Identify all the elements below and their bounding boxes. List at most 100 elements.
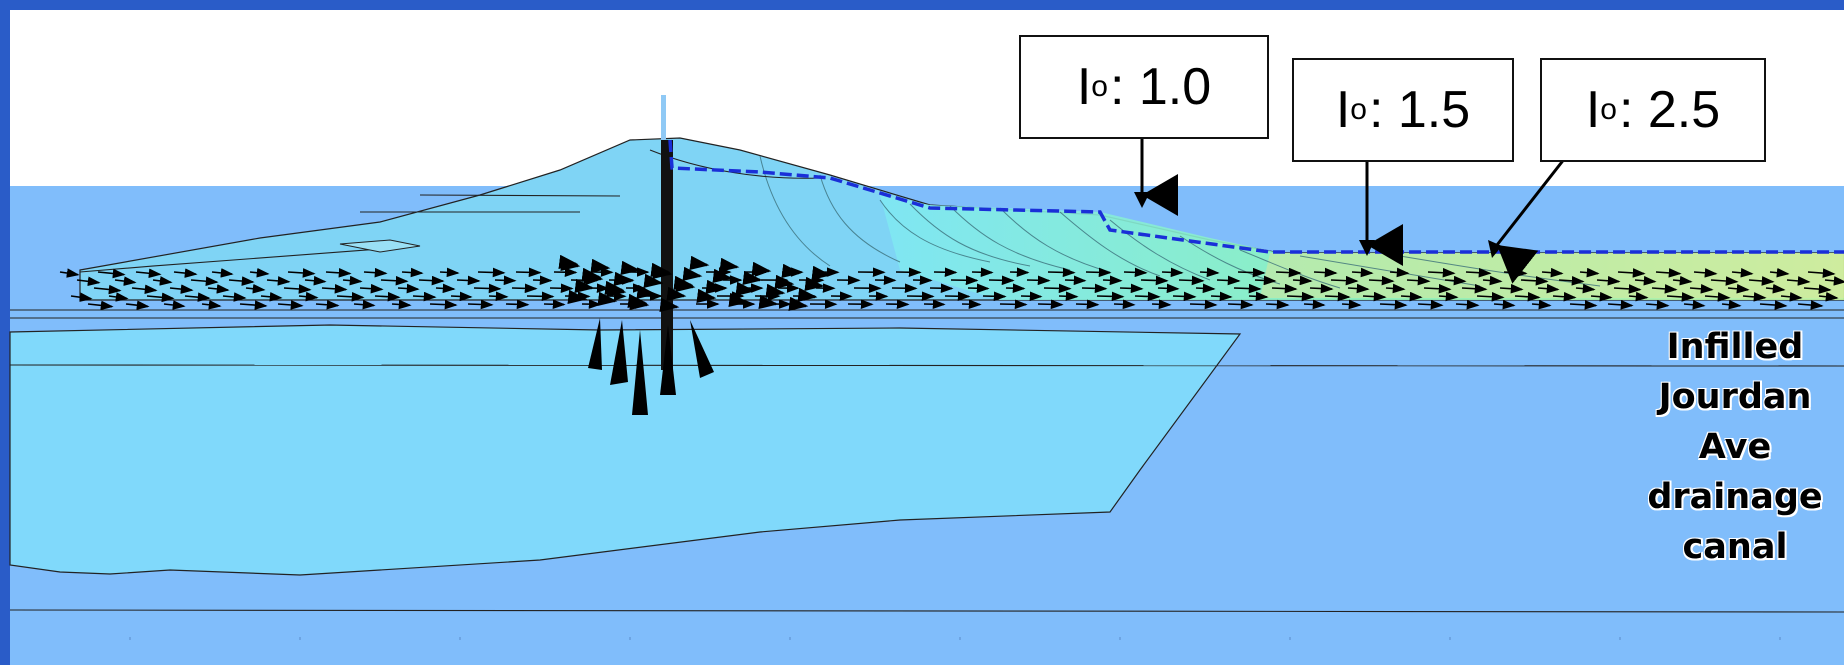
flow-vector bbox=[758, 294, 779, 310]
toe-exit-zone bbox=[1260, 253, 1844, 298]
flow-vector bbox=[1172, 291, 1197, 302]
flow-vector bbox=[260, 292, 283, 302]
flow-vector bbox=[456, 275, 481, 286]
flow-vector bbox=[675, 277, 696, 293]
flow-vector bbox=[70, 292, 93, 302]
flow-vector bbox=[574, 278, 595, 294]
clay-lens bbox=[9, 324, 1242, 576]
flow-vector bbox=[277, 300, 304, 310]
flow-vector bbox=[597, 291, 618, 307]
flow-vector bbox=[1759, 300, 1788, 310]
flow-vector bbox=[1552, 291, 1577, 302]
flow-vector bbox=[1590, 291, 1613, 302]
flow-vector bbox=[1683, 299, 1706, 310]
flow-vector bbox=[401, 267, 424, 278]
canal-label-line: Ave bbox=[1698, 427, 1772, 467]
flow-vector bbox=[1075, 299, 1100, 310]
flow-vector bbox=[1026, 275, 1051, 286]
flow-vector bbox=[336, 292, 365, 302]
flow-vector bbox=[549, 283, 574, 294]
flow-vector bbox=[429, 299, 458, 310]
flow-vector bbox=[689, 255, 710, 271]
flow-vector bbox=[1704, 292, 1731, 302]
flow-vector bbox=[1531, 299, 1552, 310]
flow-vector bbox=[765, 283, 786, 299]
flow-vector bbox=[1721, 299, 1742, 310]
flow-vector bbox=[211, 268, 234, 278]
flow-vector bbox=[1324, 291, 1351, 302]
flow-vector bbox=[652, 264, 673, 280]
flow-vector bbox=[135, 268, 162, 279]
flow-vector bbox=[287, 268, 316, 278]
flow-vector bbox=[450, 291, 473, 302]
flow-vector bbox=[1803, 284, 1832, 294]
flow-vector bbox=[131, 284, 158, 295]
callout-value: : 1.0 bbox=[1109, 58, 1212, 116]
flow-vector bbox=[1275, 267, 1302, 278]
flow-vector bbox=[108, 292, 129, 302]
flow-vector bbox=[298, 291, 319, 302]
flow-vector bbox=[774, 274, 795, 290]
flow-vector bbox=[1797, 300, 1824, 310]
canal-label-line: Jourdan bbox=[1658, 377, 1812, 417]
flow-vector bbox=[114, 276, 137, 286]
flow-vector bbox=[1406, 275, 1431, 286]
flow-vector bbox=[613, 271, 634, 287]
flow-vector bbox=[1385, 283, 1406, 294]
flow-vector bbox=[1765, 283, 1786, 294]
flow-vector bbox=[201, 300, 222, 310]
flow-vector bbox=[728, 292, 749, 308]
flow-vector bbox=[467, 299, 494, 310]
flow-vector bbox=[59, 268, 80, 278]
flow-vector bbox=[797, 287, 818, 303]
flow-vector bbox=[169, 284, 194, 294]
flow-vector bbox=[87, 300, 114, 311]
flow-vector bbox=[325, 268, 352, 278]
flow-vector bbox=[222, 292, 247, 302]
flow-vector bbox=[1575, 283, 1596, 294]
flow-vector bbox=[1558, 276, 1585, 286]
flow-vector bbox=[988, 275, 1015, 286]
flow-vector bbox=[93, 284, 122, 295]
flow-vector bbox=[1666, 292, 1695, 302]
flow-vector bbox=[719, 257, 740, 273]
flow-vector bbox=[1628, 291, 1649, 302]
flow-vector bbox=[1292, 275, 1313, 286]
flow-vector bbox=[1037, 299, 1064, 310]
flow-vector bbox=[1465, 267, 1492, 278]
flow-vector bbox=[967, 283, 990, 294]
flow-vector bbox=[1085, 267, 1112, 278]
flow-vector bbox=[391, 299, 412, 310]
flow-vector bbox=[1748, 276, 1775, 286]
flow-vector bbox=[629, 295, 650, 311]
flow-vector bbox=[1134, 291, 1161, 302]
flow-vector bbox=[359, 283, 384, 294]
flow-vector bbox=[532, 275, 553, 286]
callout-subscript: o bbox=[1600, 93, 1617, 126]
flow-vector bbox=[249, 267, 270, 278]
flow-vector bbox=[1417, 299, 1444, 310]
flow-vector bbox=[1237, 267, 1266, 278]
flow-vector bbox=[1178, 275, 1205, 286]
flow-vector bbox=[1379, 299, 1408, 310]
flow-vector bbox=[1313, 267, 1338, 278]
flow-vector bbox=[1151, 299, 1172, 310]
flow-vector bbox=[163, 300, 186, 310]
flow-vector bbox=[751, 261, 772, 277]
canal-label-line: drainage bbox=[1647, 477, 1823, 517]
flow-vector bbox=[228, 276, 255, 286]
flow-vector bbox=[560, 256, 581, 272]
canal-label: Infilled Jourdan Ave drainage canal bbox=[1612, 322, 1844, 572]
flow-vector bbox=[1271, 283, 1298, 294]
flow-vector bbox=[1009, 267, 1030, 278]
flow-vector bbox=[1672, 275, 1693, 286]
flow-vector bbox=[1514, 291, 1541, 302]
flow-vector bbox=[152, 276, 173, 286]
flow-vector bbox=[1400, 291, 1423, 302]
flow-vector bbox=[1693, 268, 1718, 278]
flow-vector bbox=[505, 299, 530, 310]
flow-vector bbox=[488, 291, 509, 302]
flow-vector bbox=[1064, 275, 1087, 286]
flow-vector bbox=[1569, 300, 1598, 310]
